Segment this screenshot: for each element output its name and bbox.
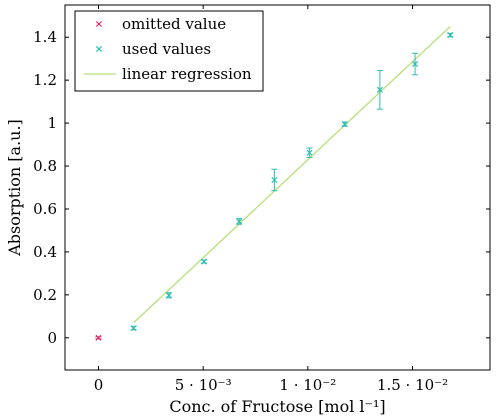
legend-marker-swatch xyxy=(95,20,103,28)
x-tick-label: 0 xyxy=(94,376,104,394)
y-tick-label: 0.2 xyxy=(33,286,57,304)
legend-label: linear regression xyxy=(122,65,252,83)
marker-stroke xyxy=(95,45,103,53)
x-tick-label: 5 · 10⁻³ xyxy=(175,376,232,394)
y-tick-label: 0 xyxy=(47,329,57,347)
data-point xyxy=(447,32,454,39)
y-tick-label: 1.4 xyxy=(33,28,57,46)
data-point xyxy=(271,176,278,184)
legend: omitted value used values linear regressio… xyxy=(74,10,264,92)
y-tick-label: 1.2 xyxy=(33,71,57,89)
y-axis-label: Absorption [a.u.] xyxy=(5,119,24,257)
data-point xyxy=(200,258,208,265)
data-point xyxy=(306,149,313,156)
data-point xyxy=(95,334,102,341)
axis-ticks: 0 5 · 10⁻³ 1 · 10⁻² 1.5 · 10⁻² 0 0.2 0.4 0.6 0.8… xyxy=(33,5,490,394)
legend-label: used values xyxy=(122,40,211,58)
x-tick-label: 1 · 10⁻² xyxy=(279,376,336,394)
marker-stroke xyxy=(271,176,278,184)
marker-stroke xyxy=(130,325,137,332)
y-tick-label: 0.4 xyxy=(33,243,57,261)
marker-stroke xyxy=(412,61,419,68)
y-tick-label: 0.8 xyxy=(33,157,57,175)
data-point xyxy=(236,218,243,225)
x-axis-label: Conc. of Fructose [mol l⁻¹] xyxy=(169,397,385,416)
legend-label: omitted value xyxy=(122,15,226,33)
data-point xyxy=(130,325,137,332)
marker-stroke xyxy=(236,218,243,225)
marker-stroke xyxy=(306,149,313,156)
marker-stroke xyxy=(95,334,102,341)
x-tick-label: 1.5 · 10⁻² xyxy=(377,376,448,394)
regression-line xyxy=(133,25,451,324)
data-point xyxy=(341,121,348,128)
data-point xyxy=(165,292,172,299)
data-point xyxy=(412,61,419,68)
marker-stroke xyxy=(341,121,348,128)
legend-marker-swatch xyxy=(95,45,103,53)
chart-marks xyxy=(95,25,454,341)
marker-stroke xyxy=(447,32,454,39)
y-tick-label: 1 xyxy=(47,114,57,132)
data-point xyxy=(376,86,383,93)
marker-stroke xyxy=(200,258,208,265)
legend-box xyxy=(74,10,264,92)
marker-stroke xyxy=(165,292,172,299)
marker-stroke xyxy=(95,20,103,28)
y-tick-label: 0.6 xyxy=(33,200,57,218)
marker-stroke xyxy=(376,86,383,93)
plot-frame xyxy=(64,4,491,371)
